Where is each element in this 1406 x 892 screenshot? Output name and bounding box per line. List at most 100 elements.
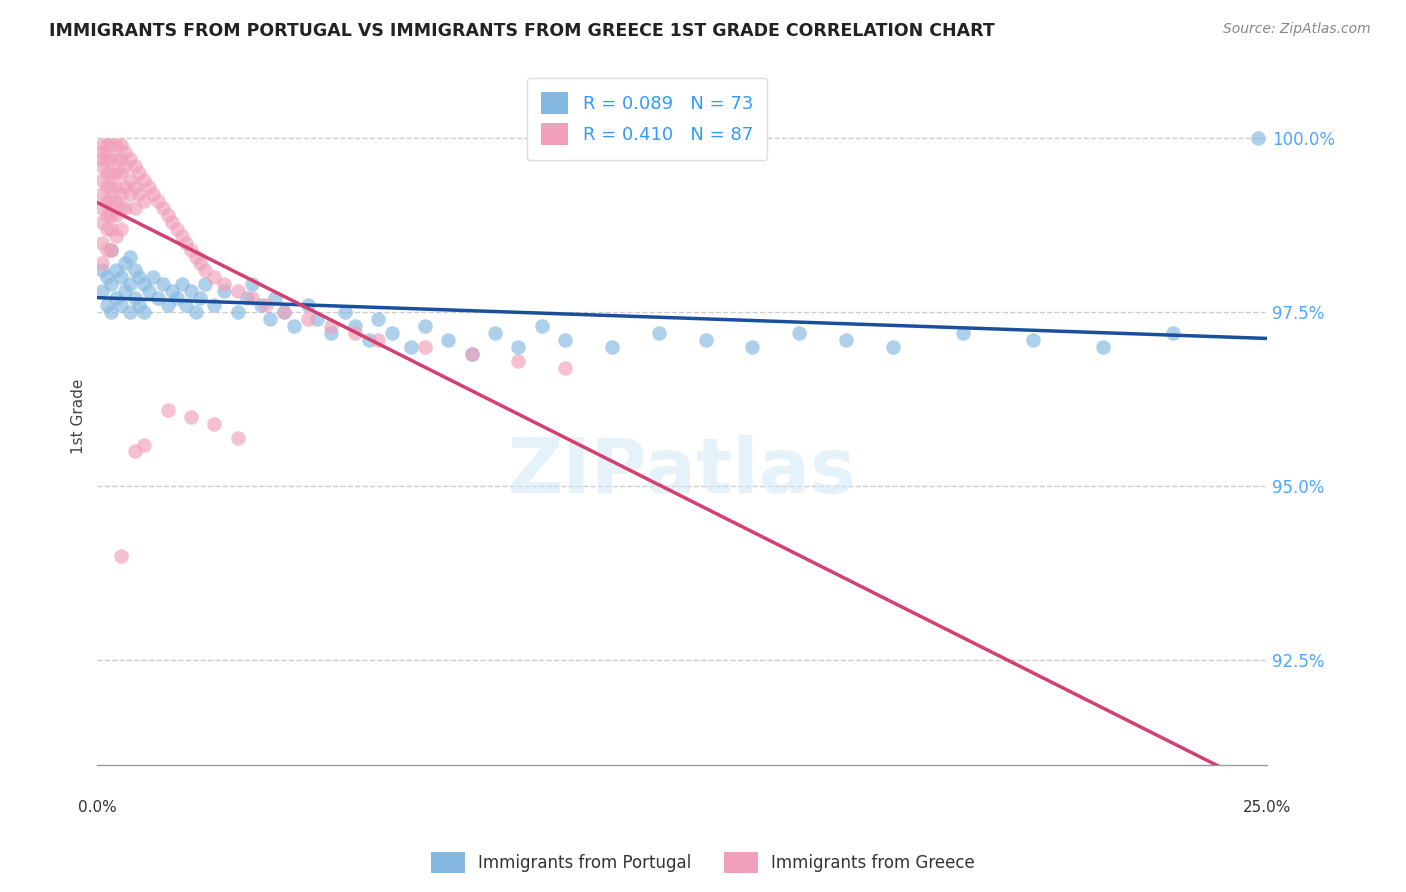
Point — [236, 291, 259, 305]
Point — [142, 270, 165, 285]
Point — [124, 180, 146, 194]
Point — [110, 221, 132, 235]
Point — [202, 270, 225, 285]
Point — [124, 291, 146, 305]
Point — [100, 166, 122, 180]
Point — [508, 354, 530, 368]
Point — [264, 291, 287, 305]
Point — [138, 180, 160, 194]
Point — [283, 319, 305, 334]
Point — [96, 221, 118, 235]
Point — [96, 194, 118, 208]
Point — [240, 291, 263, 305]
Point — [105, 208, 128, 222]
Point — [100, 221, 122, 235]
Point — [100, 243, 122, 257]
Point — [437, 333, 460, 347]
Point — [202, 298, 225, 312]
Point — [128, 270, 150, 285]
Point — [1092, 340, 1115, 354]
Point — [343, 326, 366, 340]
Point — [174, 298, 197, 312]
Point — [226, 285, 249, 299]
Point — [105, 228, 128, 243]
Point — [134, 277, 156, 292]
Point — [100, 277, 122, 292]
Point — [142, 186, 165, 201]
Point — [110, 201, 132, 215]
Point — [367, 333, 389, 347]
Point — [120, 152, 142, 166]
Point — [120, 305, 142, 319]
Point — [166, 291, 188, 305]
Point — [91, 201, 114, 215]
Point — [110, 166, 132, 180]
Point — [124, 159, 146, 173]
Point — [413, 319, 436, 334]
Point — [91, 256, 114, 270]
Point — [226, 305, 249, 319]
Point — [105, 180, 128, 194]
Point — [105, 194, 128, 208]
Point — [460, 347, 482, 361]
Point — [96, 138, 118, 153]
Y-axis label: 1st Grade: 1st Grade — [72, 379, 86, 454]
Point — [1163, 326, 1185, 340]
Point — [156, 298, 179, 312]
Point — [134, 194, 156, 208]
Point — [105, 152, 128, 166]
Point — [321, 326, 343, 340]
Point — [114, 201, 136, 215]
Point — [156, 402, 179, 417]
Point — [134, 173, 156, 187]
Point — [138, 285, 160, 299]
Point — [787, 326, 810, 340]
Point — [184, 250, 207, 264]
Point — [307, 312, 329, 326]
Point — [96, 243, 118, 257]
Point — [91, 285, 114, 299]
Point — [114, 285, 136, 299]
Point — [128, 166, 150, 180]
Point — [202, 417, 225, 431]
Point — [128, 186, 150, 201]
Text: Source: ZipAtlas.com: Source: ZipAtlas.com — [1223, 22, 1371, 37]
Point — [259, 312, 281, 326]
Legend: R = 0.089   N = 73, R = 0.410   N = 87: R = 0.089 N = 73, R = 0.410 N = 87 — [527, 78, 768, 160]
Point — [110, 298, 132, 312]
Point — [114, 145, 136, 159]
Point — [882, 340, 904, 354]
Point — [180, 409, 202, 424]
Point — [367, 312, 389, 326]
Point — [110, 549, 132, 563]
Point — [114, 256, 136, 270]
Point — [91, 173, 114, 187]
Point — [134, 305, 156, 319]
Point — [184, 305, 207, 319]
Point — [212, 277, 235, 292]
Point — [508, 340, 530, 354]
Point — [100, 138, 122, 153]
Point — [110, 138, 132, 153]
Point — [174, 235, 197, 250]
Point — [194, 277, 217, 292]
Point — [105, 263, 128, 277]
Point — [100, 194, 122, 208]
Point — [96, 180, 118, 194]
Point — [1246, 131, 1268, 145]
Point — [114, 180, 136, 194]
Point — [600, 340, 623, 354]
Point — [240, 277, 263, 292]
Point — [96, 270, 118, 285]
Point — [91, 152, 114, 166]
Point — [170, 228, 193, 243]
Point — [273, 305, 295, 319]
Point — [91, 263, 114, 277]
Point — [297, 298, 319, 312]
Point — [695, 333, 717, 347]
Point — [96, 298, 118, 312]
Point — [100, 152, 122, 166]
Point — [91, 159, 114, 173]
Point — [128, 298, 150, 312]
Point — [484, 326, 506, 340]
